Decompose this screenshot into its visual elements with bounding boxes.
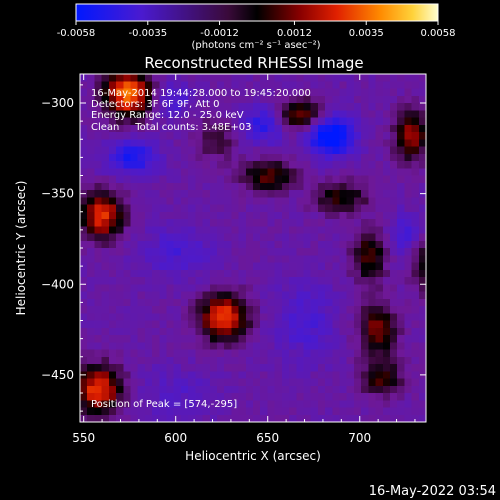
annotation-counts: Clean Total counts: 3.48E+03	[91, 122, 251, 133]
y-tick-label: −450	[41, 368, 74, 382]
y-axis-label: Heliocentric Y (arcsec)	[14, 181, 28, 316]
footer-date: 16-May-2022 03:54	[369, 484, 496, 499]
annotation-block: 16-May-2014 19:44:28.000 to 19:45:20.000…	[91, 88, 311, 410]
colorbar-tick-label: 0.0035	[349, 28, 384, 39]
colorbar: -0.0058 -0.0035 -0.0012 0.0012 0.0035 0.0058 …	[57, 3, 456, 51]
annotation-time: 16-May-2014 19:44:28.000 to 19:45:20.000	[91, 88, 311, 99]
y-axis: −300 −350 −400 −450	[41, 84, 426, 412]
x-tick-label: 550	[72, 431, 95, 445]
colorbar-unit-label: (photons cm⁻² s⁻¹ asec⁻²)	[191, 40, 320, 51]
y-tick-label: −400	[41, 277, 74, 291]
peak-position-label: Position of Peak = [574,-295]	[91, 399, 237, 410]
y-tick-label: −300	[41, 96, 74, 110]
colorbar-tick-label: 0.0012	[277, 28, 312, 39]
colorbar-tick-label: -0.0035	[128, 28, 167, 39]
x-tick-label: 700	[348, 431, 371, 445]
x-tick-label: 600	[164, 431, 187, 445]
colorbar-tick-label: -0.0058	[57, 28, 96, 39]
y-tick-label: −350	[41, 187, 74, 201]
annotation-detectors: Detectors: 3F 6F 9F, Att 0	[91, 99, 219, 110]
x-tick-label: 650	[256, 431, 279, 445]
heatmap-raster	[80, 74, 426, 422]
chart-title: Reconstructed RHESSI Image	[144, 54, 363, 72]
x-axis: 550 600 650 700	[72, 74, 416, 445]
colorbar-tick-label: -0.0012	[200, 28, 239, 39]
colorbar-ticks: -0.0058 -0.0035 -0.0012 0.0012 0.0035 0.0058	[57, 21, 456, 39]
x-axis-label: Heliocentric X (arcsec)	[185, 449, 321, 463]
colorbar-tick-label: 0.0058	[421, 28, 456, 39]
annotation-energy: Energy Range: 12.0 - 25.0 keV	[91, 110, 244, 121]
heatmap-image	[79, 73, 427, 423]
colorbar-gradient	[75, 3, 439, 22]
